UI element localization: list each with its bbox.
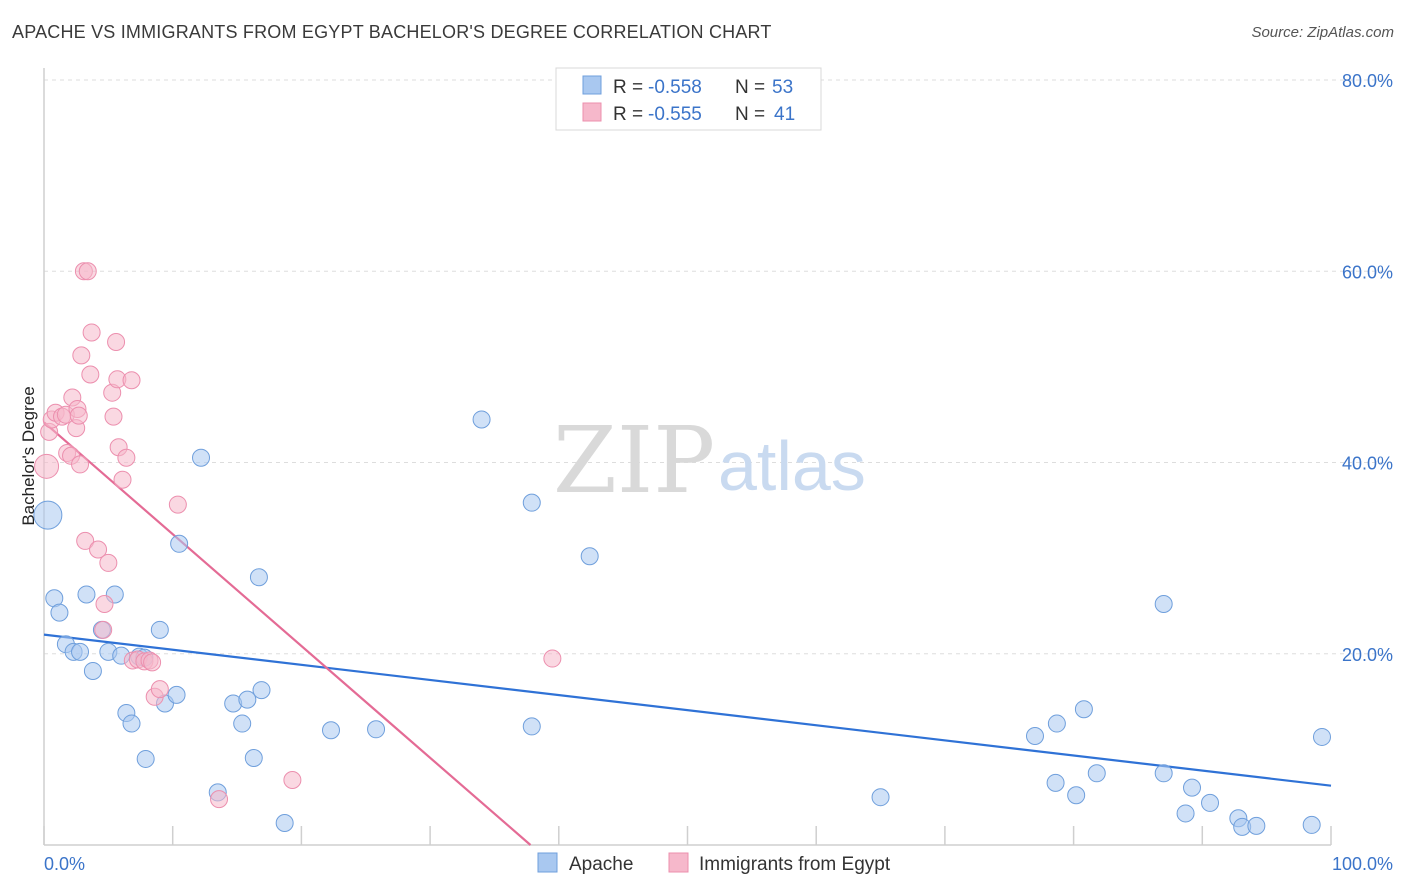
bottom-legend-swatch-egypt: [668, 852, 689, 873]
data-point: [283, 770, 302, 789]
data-point: [322, 721, 341, 740]
data-point: [143, 653, 162, 672]
legend-swatch-egypt: [582, 102, 602, 122]
data-point: [275, 814, 294, 833]
data-point: [871, 788, 890, 807]
data-point: [117, 448, 136, 467]
data-point: [1025, 726, 1044, 745]
data-point: [72, 346, 91, 365]
trend-line-apache: [43, 633, 1332, 787]
data-point: [78, 262, 97, 281]
data-point: [522, 717, 541, 736]
chart-title: APACHE VS IMMIGRANTS FROM EGYPT BACHELOR…: [12, 22, 772, 42]
bottom-legend-swatch-apache: [537, 852, 558, 873]
data-point: [252, 681, 271, 700]
data-point: [33, 500, 63, 530]
data-point: [150, 620, 169, 639]
watermark: ZIP atlas: [553, 407, 866, 514]
legend-n-value-apache: 53: [772, 77, 793, 98]
data-points: [33, 262, 1331, 836]
data-point: [99, 553, 118, 572]
data-point: [81, 365, 100, 384]
data-point: [82, 323, 101, 342]
data-point: [95, 595, 114, 614]
data-point: [1154, 595, 1173, 614]
watermark-zip: ZIP: [553, 407, 715, 514]
y-tick-labels: 20.0% 40.0% 60.0% 80.0%: [1342, 71, 1393, 665]
data-point: [167, 685, 186, 704]
data-point: [580, 547, 599, 566]
data-point: [71, 642, 90, 661]
legend-n-value-egypt: 41: [774, 104, 795, 125]
data-point: [83, 661, 102, 680]
data-point: [1247, 816, 1266, 835]
legend-r-value-egypt: -0.555: [648, 104, 702, 125]
bottom-legend-label-egypt: Immigrants from Egypt: [699, 854, 891, 875]
chart-source: Source: ZipAtlas.com: [1251, 24, 1394, 41]
legend-box: R = -0.558 N = 53 R = -0.555 N = 41: [555, 67, 822, 131]
data-point: [472, 410, 491, 429]
data-point: [238, 690, 257, 709]
data-point: [71, 455, 90, 474]
data-point: [1047, 714, 1066, 733]
data-point: [367, 720, 386, 739]
legend-r-label-apache: R =: [613, 77, 643, 98]
data-point: [1154, 764, 1173, 783]
legend-r-label-egypt: R =: [613, 104, 643, 125]
bottom-legend-label-apache: Apache: [569, 854, 633, 875]
y-tick-label-20: 20.0%: [1342, 645, 1393, 665]
data-point: [543, 649, 562, 668]
legend-n-label-apache: N =: [735, 77, 765, 98]
data-point: [192, 448, 211, 467]
data-point: [233, 714, 252, 733]
trend-line-egypt: [43, 421, 532, 846]
grid-lines: [44, 79, 1393, 655]
bottom-legend: Apache Immigrants from Egypt: [537, 852, 891, 875]
data-point: [50, 603, 69, 622]
data-point: [522, 493, 541, 512]
data-point: [1183, 778, 1202, 797]
data-point: [1302, 815, 1321, 834]
data-point: [136, 749, 155, 768]
y-tick-label-80: 80.0%: [1342, 71, 1393, 91]
x-tick-right: 100.0%: [1332, 854, 1393, 874]
data-point: [76, 531, 95, 550]
data-point: [89, 540, 108, 559]
data-point: [1087, 764, 1106, 783]
data-point: [1201, 793, 1220, 812]
data-point: [1312, 727, 1331, 746]
data-point: [210, 790, 229, 809]
trend-lines: [43, 421, 1332, 846]
series-apache: [33, 410, 1331, 836]
data-point: [170, 534, 189, 553]
y-tick-label-60: 60.0%: [1342, 262, 1393, 282]
data-point: [168, 495, 187, 514]
data-point: [1067, 786, 1086, 805]
data-point: [244, 748, 263, 767]
data-point: [94, 620, 113, 639]
data-point: [104, 407, 123, 426]
data-point: [107, 333, 126, 352]
data-point: [77, 585, 96, 604]
data-point: [122, 714, 141, 733]
data-point: [122, 371, 141, 390]
data-point: [1074, 700, 1093, 719]
legend-n-label-egypt: N =: [735, 104, 765, 125]
data-point: [1176, 804, 1195, 823]
y-tick-label-40: 40.0%: [1342, 454, 1393, 474]
data-point: [150, 680, 169, 699]
data-point: [69, 406, 88, 425]
legend-swatch-apache: [582, 75, 602, 95]
data-point: [113, 470, 132, 489]
legend-r-value-apache: -0.558: [648, 77, 702, 98]
x-tick-left: 0.0%: [44, 854, 85, 874]
data-point: [249, 568, 268, 587]
data-point: [34, 453, 60, 479]
y-axis-label: Bachelor's Degree: [19, 386, 38, 525]
data-point: [1046, 773, 1065, 792]
watermark-atlas: atlas: [718, 427, 866, 505]
series-egypt: [34, 262, 562, 809]
